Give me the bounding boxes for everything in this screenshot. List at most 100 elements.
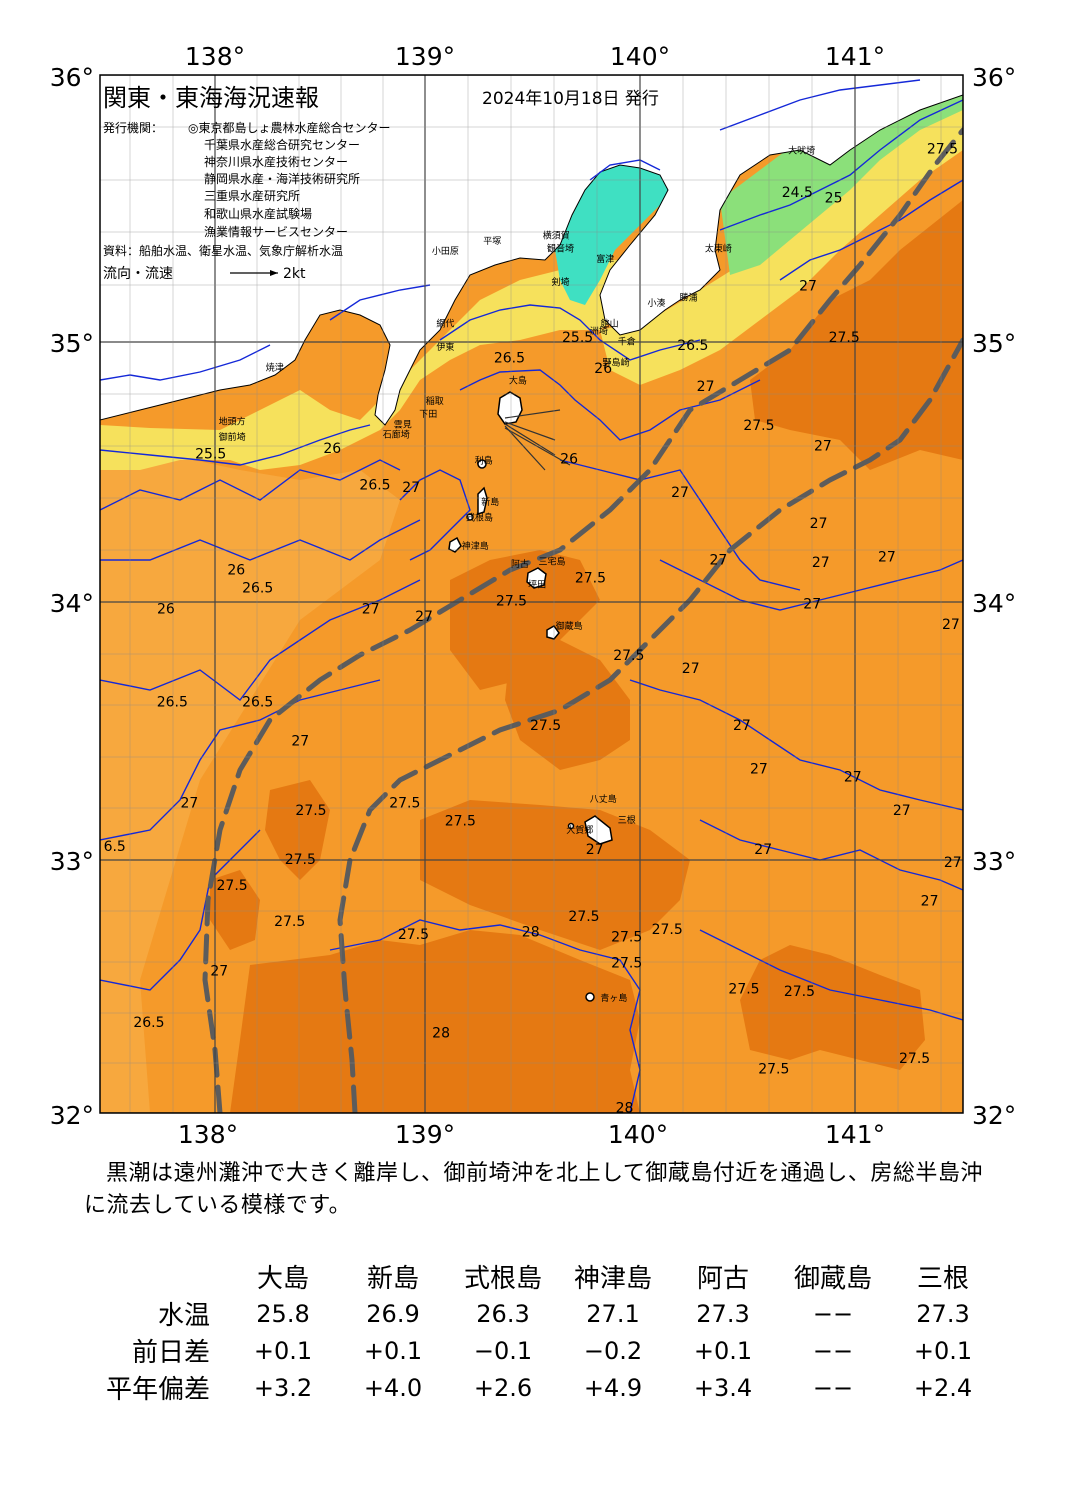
stats-cell: −− — [812, 1373, 854, 1402]
stats-cell: +3.2 — [253, 1373, 313, 1402]
isotherm-value-label: 28 — [522, 925, 540, 941]
place-name-label: 伊東 — [436, 341, 454, 353]
place-name-label: 青ヶ島 — [600, 992, 627, 1004]
isotherm-value-label: 24.5 — [782, 185, 813, 201]
graticule — [100, 75, 963, 1113]
place-name-label: 阿古 — [511, 558, 529, 570]
isotherm-value-label: 27.5 — [295, 803, 326, 819]
isotherm-value-label: 27.5 — [899, 1051, 930, 1067]
isotherm-value-label: 26.5 — [133, 1015, 164, 1031]
isotherm-value-label: 27 — [402, 480, 420, 496]
place-name-label: 神津島 — [462, 540, 489, 552]
stats-row-daily-diff: 前日差 +0.1 +0.1 −0.1 −0.2 +0.1 −− +0.1 — [70, 1332, 998, 1369]
island-stats-table: 大島 新島 式根島 神津島 阿古 御蔵島 三根 水温 25.8 26.9 26.… — [70, 1258, 998, 1406]
warm-water-regions — [210, 200, 963, 1113]
longitude-ticks-top: 138° 139° 140° 141° — [185, 42, 885, 71]
island-mikurajima — [546, 625, 560, 640]
lat-tick-right: 34° — [972, 589, 1016, 618]
isotherm-value-label: 28 — [432, 1025, 450, 1041]
isotherm-value-label: 28 — [616, 1100, 634, 1116]
isotherm-lines — [100, 79, 963, 1113]
stats-header-row: 大島 新島 式根島 神津島 阿古 御蔵島 三根 — [70, 1258, 998, 1295]
issue-date: 2024年10月18日 発行 — [482, 89, 659, 109]
isotherm-value-label: 27 — [803, 596, 821, 612]
flow-legend-arrowhead — [270, 270, 278, 276]
place-name-label: 三宅島 — [538, 555, 565, 567]
place-name-label: 坪田 — [528, 580, 546, 591]
stats-cell: −− — [812, 1299, 854, 1328]
stats-row-water-temp: 水温 25.8 26.9 26.3 27.1 27.3 −− 27.3 — [70, 1295, 998, 1332]
stats-row-label: 水温 — [157, 1301, 210, 1331]
place-name-label: 洲埼 — [590, 325, 608, 337]
stats-cell: 27.3 — [916, 1299, 970, 1328]
isotherm-value-label: 27.5 — [217, 878, 248, 894]
place-name-label: 横須賀 — [543, 230, 570, 242]
place-name-label: 下田 — [419, 409, 437, 420]
place-name-label: 勝浦 — [679, 292, 697, 304]
lat-tick-left: 35° — [50, 329, 94, 358]
stats-corner — [70, 1258, 228, 1295]
island-kozushima — [448, 536, 462, 553]
current-arrows — [504, 409, 571, 471]
isotherm-value-label: 27.5 — [758, 1062, 789, 1078]
agency-3: 神奈川県水産技術センター — [204, 154, 348, 169]
place-name-label: 小田原 — [432, 246, 459, 257]
lon-tick-bottom: 140° — [608, 1120, 668, 1149]
tokyo-bay-water — [555, 160, 670, 305]
agency-4: 静岡県水産・海洋技術研究所 — [204, 171, 360, 186]
isotherm-value-label: 27.5 — [613, 648, 644, 664]
place-name-label: 式根島 — [466, 511, 493, 523]
stats-cell: +4.9 — [583, 1373, 643, 1402]
isotherm-value-label: 27.5 — [445, 813, 476, 829]
isotherm-value-label: 27 — [362, 601, 380, 617]
latitude-ticks-right: 36° 35° 34° 33° 32° — [972, 63, 1016, 1130]
map-title: 関東・東海海況速報 — [103, 84, 319, 112]
isotherm-value-label: 26 — [594, 361, 612, 377]
isotherm-value-label: 27.5 — [743, 418, 774, 434]
place-name-label: 剣埼 — [551, 276, 569, 288]
lon-tick-top: 139° — [395, 42, 455, 71]
place-name-label: 石廊埼 — [383, 429, 410, 441]
isotherm-value-label: 27 — [697, 379, 715, 395]
sea-temperature-map: 27.5 24.5 25 27 27.5 26.5 27 27.5 27 27 27 25.5 26 26… — [50, 42, 1017, 1149]
isotherm-value-label: 27 — [210, 963, 228, 979]
summary-paragraph: 黒潮は遠州灘沖で大きく離岸し、御前埼沖を北上して御蔵島付近を通過し、房総半島沖に… — [84, 1161, 983, 1218]
stats-cell: 25.8 — [256, 1299, 310, 1328]
lon-tick-top: 141° — [825, 42, 885, 71]
isotherm-value-label: 27 — [291, 733, 309, 749]
lat-tick-left: 32° — [50, 1101, 94, 1130]
agency-2: 千葉県水産総合研究センター — [204, 137, 360, 152]
isotherm-value-label: 26 — [323, 441, 341, 457]
isotherm-value-label: 27 — [844, 770, 862, 786]
fine-graticule — [100, 75, 963, 1113]
place-name-label: 大島 — [509, 374, 527, 386]
isotherm-value-label: 27 — [415, 609, 433, 625]
isotherm-value-label: 27.5 — [274, 914, 305, 930]
isotherm-value-label: 25 — [825, 190, 843, 206]
isotherm-value-label: 27.5 — [398, 927, 429, 943]
stats-col-header: 新島 — [366, 1264, 419, 1294]
summary-text: 黒潮は遠州灘沖で大きく離岸し、御前埼沖を北上して御蔵島付近を通過し、房総半島沖に… — [84, 1158, 984, 1222]
isotherm-value-labels: 27.5 24.5 25 27 27.5 26.5 27 27.5 27 27 27 25.5 26 26… — [104, 141, 963, 1116]
stats-cell: 27.3 — [696, 1299, 750, 1328]
isotherm-value-label: 27.5 — [784, 984, 815, 1000]
place-name-label: 雲見 — [394, 419, 412, 430]
lat-tick-right: 35° — [972, 329, 1016, 358]
stats-cell: 26.9 — [366, 1299, 420, 1328]
island-hachijo-kojima — [567, 822, 575, 830]
lon-tick-bottom: 141° — [825, 1120, 885, 1149]
place-name-label: 観音埼 — [547, 243, 574, 255]
coastal-green-water — [720, 75, 963, 275]
isotherm-value-label: 25.5 — [195, 446, 226, 462]
stats-cell: +2.4 — [913, 1373, 973, 1402]
agency-6: 和歌山県水産試験場 — [204, 206, 312, 221]
stats-cell: +0.1 — [253, 1336, 313, 1365]
isotherm-value-label: 27 — [814, 439, 832, 455]
isotherm-value-label: 27.5 — [530, 718, 561, 734]
place-name-label: 御前埼 — [219, 431, 246, 443]
place-name-label: 御蔵島 — [556, 620, 583, 632]
flow-legend-value: 2kt — [283, 266, 306, 282]
stats-col-header: 式根島 — [463, 1264, 542, 1294]
isotherm-value-label: 27 — [709, 552, 727, 568]
isotherm-value-label: 27 — [733, 718, 751, 734]
